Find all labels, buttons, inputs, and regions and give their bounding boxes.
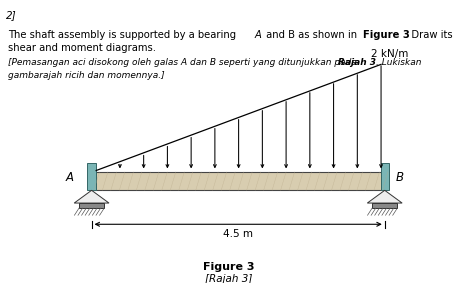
Bar xyxy=(79,203,104,208)
Text: A: A xyxy=(65,171,73,184)
Text: . Draw its: . Draw its xyxy=(405,30,453,40)
Polygon shape xyxy=(367,190,402,203)
Text: Rajah 3: Rajah 3 xyxy=(338,58,376,67)
Polygon shape xyxy=(74,190,109,203)
Bar xyxy=(87,163,96,190)
Text: [Rajah 3]: [Rajah 3] xyxy=(205,274,253,283)
Text: and B as shown in: and B as shown in xyxy=(263,30,360,40)
Text: . Lukiskan: . Lukiskan xyxy=(376,58,421,67)
Bar xyxy=(92,172,385,190)
Text: The shaft assembly is supported by a bearing: The shaft assembly is supported by a bea… xyxy=(8,30,239,40)
Bar xyxy=(372,203,397,208)
Text: A: A xyxy=(255,30,262,40)
Text: 2]: 2] xyxy=(5,10,16,20)
Text: B: B xyxy=(396,171,404,184)
Text: Figure 3: Figure 3 xyxy=(363,30,410,40)
Bar xyxy=(381,163,389,190)
Text: shear and moment diagrams.: shear and moment diagrams. xyxy=(8,43,156,53)
Text: [Pemasangan aci disokong oleh galas A dan B seperti yang ditunjukkan pada: [Pemasangan aci disokong oleh galas A da… xyxy=(8,58,360,67)
Text: 4.5 m: 4.5 m xyxy=(223,229,253,239)
Text: 2 kN/m: 2 kN/m xyxy=(371,49,408,59)
Text: gambarajah ricih dan momennya.]: gambarajah ricih dan momennya.] xyxy=(8,71,164,80)
Text: Figure 3: Figure 3 xyxy=(203,262,255,272)
